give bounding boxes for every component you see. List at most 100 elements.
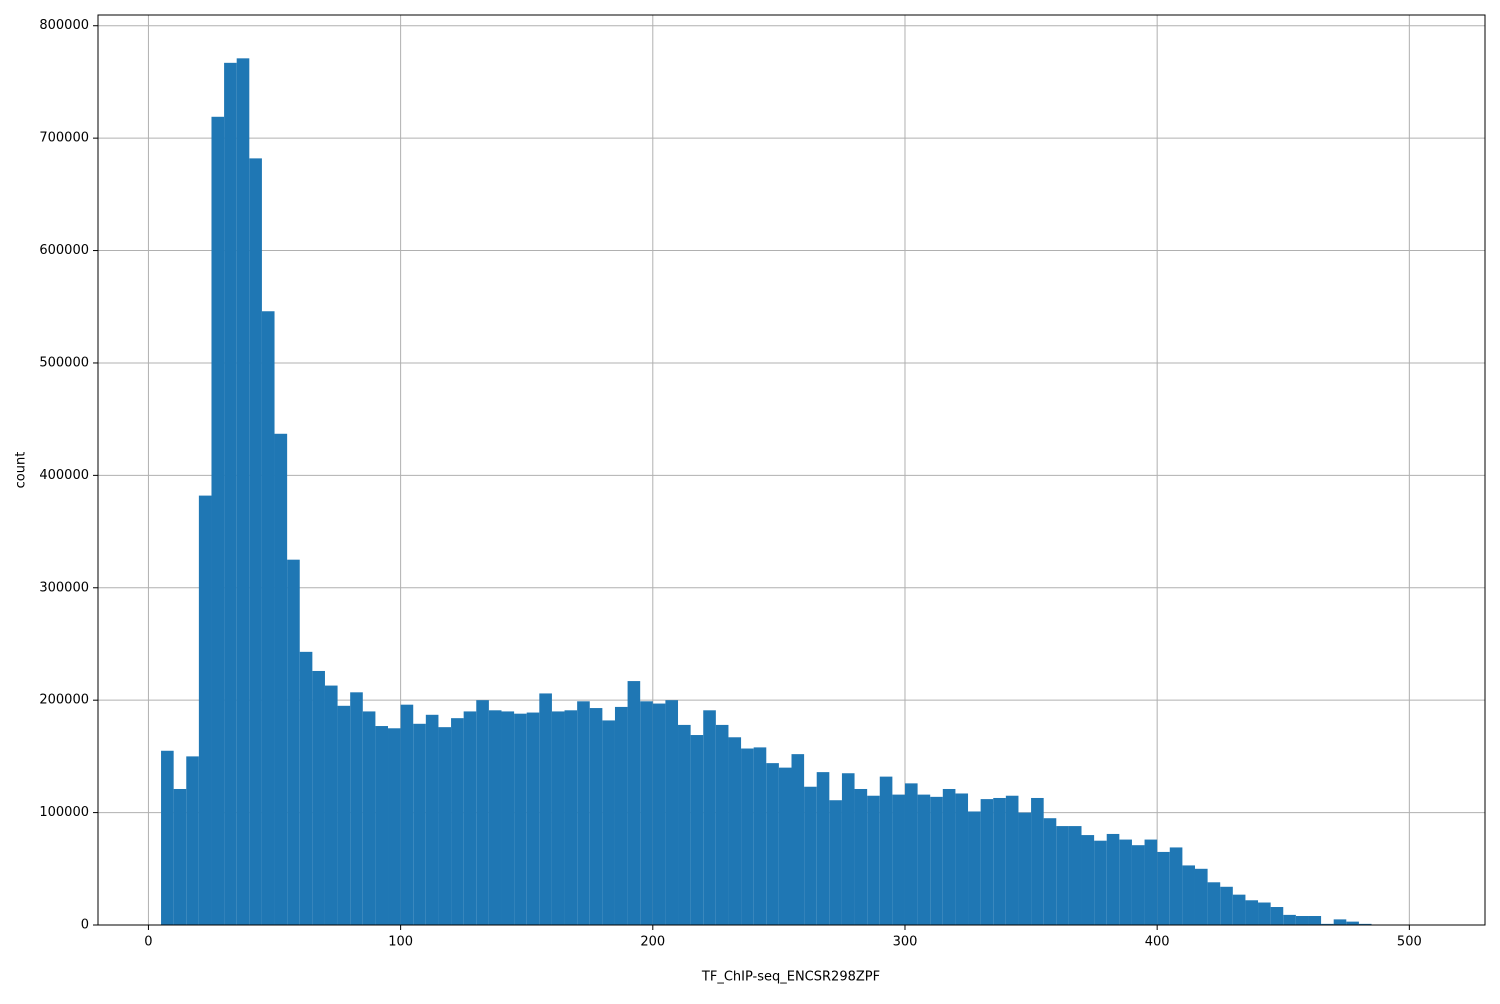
bar — [741, 749, 754, 925]
y-tick-label: 500000 — [39, 355, 89, 370]
bar — [363, 711, 376, 925]
bar — [754, 747, 767, 925]
bar — [539, 693, 552, 925]
x-axis-label: TF_ChIP-seq_ENCSR298ZPF — [701, 970, 880, 985]
bar — [325, 686, 338, 925]
bar — [237, 58, 250, 925]
bar — [640, 701, 653, 925]
bar — [829, 800, 842, 925]
bar — [918, 795, 931, 925]
bar — [413, 724, 426, 925]
bar — [262, 311, 275, 925]
x-tick-label: 500 — [1397, 935, 1422, 950]
bar — [426, 715, 439, 925]
bar — [602, 720, 615, 925]
bar — [275, 434, 288, 925]
bar — [350, 692, 363, 925]
bar — [728, 737, 741, 925]
bar — [388, 728, 401, 925]
bar — [804, 787, 817, 925]
bar — [1334, 919, 1347, 925]
bar — [565, 710, 578, 925]
bar — [1170, 847, 1183, 925]
bar — [842, 773, 855, 925]
bar — [211, 117, 224, 925]
bar — [552, 711, 565, 925]
bar — [287, 560, 300, 925]
x-tick-label: 200 — [640, 935, 665, 950]
bar — [224, 63, 237, 925]
x-tick-label: 100 — [388, 935, 413, 950]
bar — [1220, 887, 1233, 925]
bar — [1245, 900, 1258, 925]
bar — [678, 725, 691, 925]
bar — [880, 777, 893, 925]
bar — [855, 789, 868, 925]
bar — [1006, 796, 1019, 925]
bar — [451, 718, 464, 925]
bar — [577, 701, 590, 925]
bar — [1145, 840, 1158, 925]
bar — [716, 725, 729, 925]
bar — [338, 706, 351, 925]
y-tick-label: 400000 — [39, 468, 89, 483]
bar — [817, 772, 830, 925]
bar — [1044, 818, 1057, 925]
y-tick-label: 600000 — [39, 243, 89, 258]
bar — [476, 700, 489, 925]
bar — [905, 783, 918, 925]
bar — [590, 708, 603, 925]
bar — [186, 756, 199, 925]
bar — [1031, 798, 1044, 925]
bar — [930, 797, 943, 925]
x-tick-label: 0 — [144, 935, 152, 950]
bar — [464, 711, 477, 925]
y-tick-label: 700000 — [39, 131, 89, 146]
bar — [1107, 834, 1120, 925]
bar — [981, 799, 994, 925]
bar — [1018, 813, 1031, 925]
bar — [955, 793, 968, 925]
bar — [312, 671, 325, 925]
bar — [1346, 922, 1359, 925]
bar — [691, 735, 704, 925]
bar — [665, 700, 678, 925]
y-tick-label: 200000 — [39, 693, 89, 708]
y-tick-label: 800000 — [39, 18, 89, 33]
bar — [653, 704, 666, 925]
bar — [1195, 869, 1208, 925]
bar — [300, 652, 313, 925]
bar — [1271, 907, 1284, 925]
x-tick-label: 400 — [1145, 935, 1170, 950]
x-tick-label: 300 — [893, 935, 918, 950]
bar — [375, 726, 388, 925]
bar — [615, 707, 628, 925]
bar — [1308, 916, 1321, 925]
bar — [628, 681, 641, 925]
bar — [779, 768, 792, 925]
y-tick-label: 0 — [81, 918, 89, 933]
y-axis-label: count — [14, 452, 29, 489]
bar — [867, 796, 880, 925]
bar — [943, 789, 956, 925]
bar — [1056, 826, 1069, 925]
bar — [1296, 916, 1309, 925]
bar — [766, 763, 779, 925]
bar — [703, 710, 716, 925]
bar — [401, 705, 414, 925]
bar — [1208, 882, 1221, 925]
bar — [249, 158, 262, 925]
bar — [1094, 841, 1107, 925]
bar — [892, 795, 905, 925]
bar — [1233, 895, 1246, 925]
y-tick-label: 300000 — [39, 580, 89, 595]
bar — [199, 496, 212, 925]
y-tick-label: 100000 — [39, 805, 89, 820]
bar — [514, 714, 527, 925]
bar — [161, 751, 174, 925]
bar — [1182, 865, 1195, 925]
bar — [174, 789, 187, 925]
bar — [1157, 852, 1170, 925]
bar — [527, 713, 540, 925]
